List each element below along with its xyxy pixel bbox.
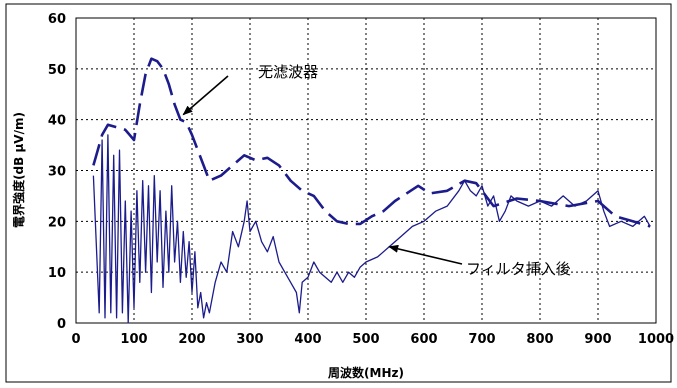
x-tick-label: 600	[410, 332, 437, 347]
x-tick-label: 500	[352, 332, 379, 347]
x-tick-label: 0	[71, 332, 80, 347]
x-tick-label: 900	[584, 332, 611, 347]
y-tick-label: 10	[48, 266, 66, 281]
series-layer	[92, 57, 651, 324]
series-line-with_filter	[92, 134, 651, 324]
x-tick-label: 1000	[638, 332, 674, 347]
y-tick-label: 30	[48, 165, 66, 180]
x-tick-label: 300	[236, 332, 263, 347]
y-tick-label: 60	[48, 12, 66, 27]
x-tick-label: 800	[526, 332, 553, 347]
x-axis-title: 周波数(MHz)	[328, 365, 404, 380]
annotation-label: フィルタ挿入後	[466, 260, 571, 278]
y-axis-title: 電界強度(dB μV/m)	[11, 112, 26, 228]
y-tick-label: 40	[48, 114, 66, 129]
annotation-arrow	[388, 244, 463, 265]
y-tick-label: 0	[57, 317, 66, 332]
tick-labels: 0 100 200 300 400 500 600 700 800 900 1000 0 10 20 30 4…	[48, 12, 674, 347]
annotation-arrow	[182, 75, 229, 116]
y-tick-label: 50	[48, 63, 66, 78]
annotation-label: 无滤波器	[258, 63, 318, 81]
x-tick-label: 100	[120, 332, 147, 347]
x-tick-label: 400	[294, 332, 321, 347]
x-tick-label: 700	[468, 332, 495, 347]
x-tick-label: 200	[178, 332, 205, 347]
series-line-without_filter	[92, 57, 651, 228]
y-tick-label: 20	[48, 215, 66, 230]
